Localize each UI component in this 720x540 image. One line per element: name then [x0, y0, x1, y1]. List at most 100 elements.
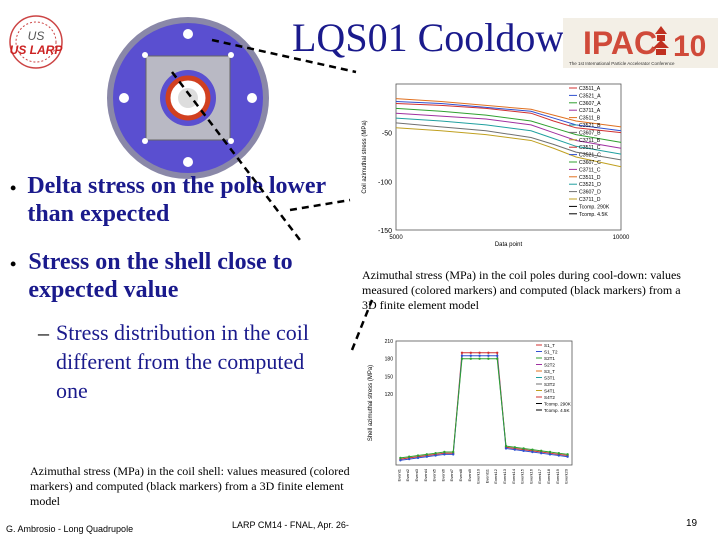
x-tick-label: Event10: [476, 468, 481, 483]
plot-area: [395, 340, 573, 466]
data-point: [469, 351, 472, 355]
data-point: [443, 453, 446, 456]
legend-label: S3T1: [544, 376, 555, 381]
series-line: [395, 98, 622, 128]
data-point: [531, 448, 534, 451]
data-point: [460, 354, 464, 357]
bullet-item: • Stress on the shell close to expected …: [10, 248, 350, 304]
data-point: [478, 357, 481, 360]
bullet-icon: •: [10, 254, 17, 274]
series-line: [400, 355, 568, 461]
data-point: [548, 453, 552, 456]
bullet-item: • Delta stress on the pole lower than ex…: [10, 172, 350, 228]
legend-label: C3711_C: [579, 167, 601, 173]
data-point: [408, 455, 411, 458]
legend-label: S3_T: [544, 369, 555, 374]
x-tick-label: Event12: [493, 468, 498, 483]
legend-label: S1_T: [544, 343, 555, 348]
svg-text:US: US: [28, 29, 45, 43]
data-point: [496, 351, 499, 355]
legend-label: S4T1: [544, 389, 555, 394]
sub-bullet-item: – Stress distribution in the coil differ…: [38, 318, 328, 405]
legend-label: C3521_B: [579, 123, 601, 129]
series-line: [395, 122, 622, 161]
y-tick-label: 120: [385, 392, 394, 398]
x-tick-label: 5000: [389, 235, 403, 241]
legend-label: S2T1: [544, 356, 555, 361]
ipac-logo: IPAC 10 The 1st International Particle A…: [563, 18, 718, 68]
data-point: [548, 450, 552, 454]
svg-text:10: 10: [673, 30, 706, 63]
legend-label: Tcomp. 4.5K: [579, 212, 608, 218]
legend-label: C3607_C: [579, 160, 601, 166]
x-tick-label: Event9: [467, 468, 472, 481]
data-point: [566, 453, 569, 456]
legend-label: Tcomp. 290K: [544, 402, 572, 407]
legend-label: C3521_C: [579, 153, 601, 159]
data-point: [425, 453, 428, 456]
x-tick-label: Event19: [555, 468, 560, 483]
legend-label: C3511_C: [579, 145, 601, 151]
data-point: [496, 354, 499, 357]
data-point: [399, 456, 402, 460]
x-tick-label: 10000: [613, 235, 630, 241]
x-tick-label: Event18: [546, 468, 551, 483]
x-tick-label: Event16: [528, 468, 533, 483]
data-point: [504, 447, 508, 450]
data-point: [460, 351, 464, 355]
legend-label: C3521_D: [579, 182, 601, 188]
x-tick-label: Event17: [537, 468, 542, 483]
x-tick-label: Event6: [440, 468, 445, 481]
y-tick-label: 150: [385, 374, 394, 380]
x-tick-label: Event4: [423, 468, 428, 481]
x-tick-label: Event14: [511, 468, 516, 483]
data-point: [522, 449, 525, 453]
caption-coil-poles: Azimuthal stress (MPa) in the coil poles…: [362, 268, 681, 312]
data-point: [557, 454, 560, 457]
magnet-cross-section-image: [100, 10, 275, 180]
footer-author: G. Ambrosio - Long Quadrupole: [6, 524, 134, 534]
x-tick-label: Event3: [414, 468, 419, 481]
series-line: [400, 358, 568, 459]
x-axis-label: Data point: [495, 242, 523, 248]
y-tick-label: -50: [382, 131, 392, 138]
data-point: [452, 450, 455, 454]
data-point: [504, 444, 508, 448]
shell-stress-chart: 210 180 150 120 Shell azimuthal stress (MPa)…: [362, 335, 587, 533]
data-point: [434, 454, 437, 457]
data-point: [399, 459, 402, 462]
series-line: [395, 107, 622, 143]
legend-label: C3511_D: [579, 175, 601, 181]
x-tick-label: Event15: [520, 468, 525, 483]
legend-label: S2T2: [544, 363, 555, 368]
data-point: [540, 451, 543, 455]
data-point: [522, 447, 525, 450]
legend-label: C3607_A: [579, 101, 601, 107]
page-title: LQS01 Cooldown: [292, 15, 585, 60]
x-tick-label: Event11: [484, 468, 489, 483]
data-point: [425, 455, 428, 458]
x-tick-label: Event5: [432, 468, 437, 481]
data-point: [452, 453, 455, 456]
logo-text: US LARP: [10, 43, 64, 57]
data-point: [408, 457, 411, 461]
bullet-text: Stress on the shell close to expected va…: [28, 249, 293, 303]
legend-label: S4T2: [544, 395, 555, 400]
legend-label: C3511_B: [579, 116, 601, 122]
caption-coil-shell: Azimuthal stress (MPa) in the coil shell…: [30, 464, 350, 508]
legend-label: C3711_D: [579, 197, 601, 203]
sub-bullet-text: Stress distribution in the coil differen…: [56, 320, 309, 403]
bullet-icon: •: [10, 178, 17, 198]
data-point: [496, 357, 499, 360]
bullet-text: Delta stress on the pole lower than expe…: [27, 173, 326, 227]
dash-icon: –: [38, 320, 49, 345]
legend-label: C3521_A: [579, 93, 601, 99]
data-point: [469, 354, 472, 357]
data-point: [557, 451, 560, 455]
legend-label: S3T2: [544, 382, 555, 387]
series-line: [395, 112, 622, 149]
legend-label: S1_T2: [544, 350, 558, 355]
svg-text:IPAC: IPAC: [583, 25, 657, 61]
data-point: [487, 354, 490, 357]
